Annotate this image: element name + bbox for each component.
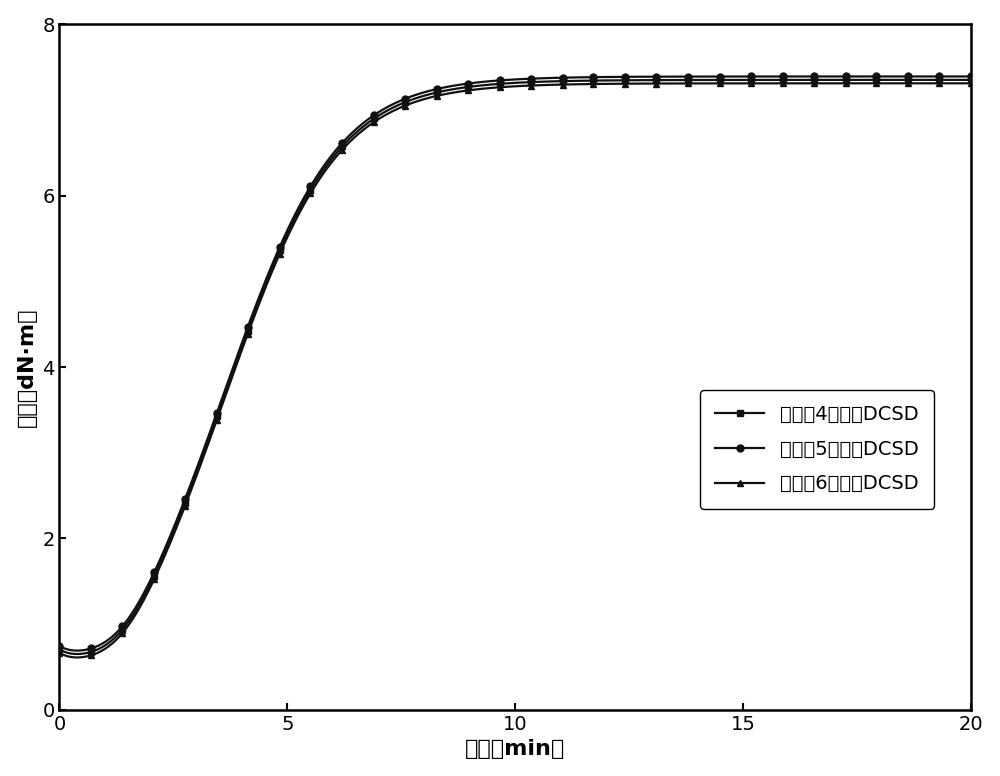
实施例6所得的DCSD [840, 78, 852, 88]
实施例5所得的DCSD [746, 72, 758, 81]
Line: 实施例4所得的DCSD: 实施例4所得的DCSD [56, 76, 974, 657]
Legend: 实施例4所得的DCSD, 实施例5所得的DCSD, 实施例6所得的DCSD: 实施例4所得的DCSD, 实施例5所得的DCSD, 实施例6所得的DCSD [700, 390, 934, 509]
实施例5所得的DCSD [53, 641, 65, 650]
X-axis label: 时间（min）: 时间（min） [465, 740, 565, 760]
实施例4所得的DCSD [111, 632, 123, 641]
实施例6所得的DCSD [635, 79, 647, 88]
实施例5所得的DCSD [584, 72, 596, 81]
实施例5所得的DCSD [111, 628, 123, 637]
Y-axis label: 扭矩（dN·m）: 扭矩（dN·m） [17, 307, 37, 427]
实施例4所得的DCSD [635, 75, 647, 85]
实施例6所得的DCSD [584, 79, 596, 88]
实施例6所得的DCSD [608, 79, 620, 88]
实施例4所得的DCSD [71, 650, 83, 659]
实施例6所得的DCSD [746, 78, 758, 88]
实施例4所得的DCSD [840, 75, 852, 85]
实施例6所得的DCSD [71, 653, 83, 662]
实施例6所得的DCSD [111, 635, 123, 644]
Line: 实施例5所得的DCSD: 实施例5所得的DCSD [56, 73, 974, 654]
实施例4所得的DCSD [53, 645, 65, 654]
实施例4所得的DCSD [608, 76, 620, 85]
实施例4所得的DCSD [584, 76, 596, 85]
实施例4所得的DCSD [965, 75, 977, 85]
实施例6所得的DCSD [965, 78, 977, 88]
实施例5所得的DCSD [965, 72, 977, 81]
实施例5所得的DCSD [635, 72, 647, 81]
Line: 实施例6所得的DCSD: 实施例6所得的DCSD [56, 80, 974, 661]
实施例5所得的DCSD [71, 646, 83, 655]
实施例5所得的DCSD [608, 72, 620, 81]
实施例4所得的DCSD [746, 75, 758, 85]
实施例5所得的DCSD [840, 72, 852, 81]
实施例6所得的DCSD [53, 648, 65, 657]
